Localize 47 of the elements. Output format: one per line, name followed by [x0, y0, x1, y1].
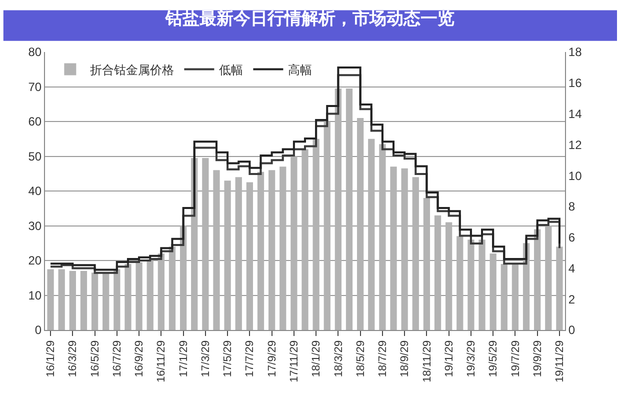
x-tick-label: 18/9/29: [399, 340, 412, 378]
y-tick-label: 40: [28, 184, 42, 198]
x-tick-label: 19/7/29: [510, 340, 522, 378]
y-tick-label: 10: [28, 288, 42, 302]
x-tick-label: 17/7/29: [244, 340, 256, 378]
x-tick-label: 17/1/29: [178, 340, 190, 378]
y-tick-label: 30: [28, 218, 42, 233]
y2-tick-label: 18: [568, 45, 582, 60]
y2-tick-label: 6: [568, 230, 576, 245]
x-tick-label: 18/3/29: [332, 340, 345, 378]
x-tick-label: 19/5/29: [488, 340, 500, 378]
x-tick-label: 16/1/29: [45, 340, 58, 378]
y-tick-label: 70: [28, 80, 42, 94]
x-tick-label: 18/7/29: [377, 340, 390, 378]
y-tick-label: 80: [28, 45, 42, 60]
x-tick-label: 18/1/29: [310, 340, 323, 378]
y2-tick-label: 14: [568, 106, 582, 121]
legend-label: 高幅: [288, 62, 312, 77]
legend-label: 低幅: [219, 62, 244, 77]
chart-title: 钴盐最新今日行情解析，市场动态一览: [164, 8, 454, 28]
legend-label: 折合钴金属价格: [90, 62, 174, 77]
y2-tick-label: 8: [568, 200, 576, 214]
x-tick-label: 19/11/29: [554, 340, 566, 382]
y-tick-label: 20: [28, 254, 42, 268]
y2-tick-label: 2: [568, 292, 576, 306]
y2-tick-label: 16: [568, 76, 582, 90]
y-tick-label: 50: [28, 149, 42, 164]
x-tick-label: 19/9/29: [532, 340, 544, 378]
x-tick-label: 17/5/29: [222, 340, 234, 378]
y2-tick-label: 10: [568, 168, 582, 183]
x-tick-label: 18/5/29: [354, 340, 367, 378]
x-tick-label: 17/11/29: [288, 340, 301, 382]
x-tick-label: 17/3/29: [200, 340, 212, 378]
x-tick-label: 19/1/29: [443, 340, 456, 378]
y2-tick-label: 12: [568, 138, 582, 152]
x-tick-label: 16/11/29: [156, 340, 168, 382]
y2-tick-label: 4: [568, 261, 576, 276]
x-tick-label: 19/3/29: [466, 340, 478, 378]
x-tick-label: 16/5/29: [89, 340, 102, 378]
x-tick-label: 16/3/29: [67, 340, 80, 378]
y-tick-label: 60: [28, 114, 42, 129]
y-tick-label: 0: [34, 323, 42, 338]
y2-tick-label: 0: [568, 323, 576, 338]
x-tick-label: 16/9/29: [134, 340, 146, 378]
x-tick-label: 16/7/29: [111, 340, 124, 378]
x-tick-label: 17/9/29: [266, 340, 278, 378]
x-tick-label: 18/11/29: [421, 340, 434, 382]
